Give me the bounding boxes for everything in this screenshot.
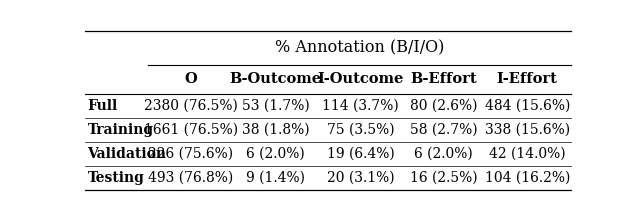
Text: B-Effort: B-Effort	[410, 72, 477, 87]
Text: 104 (16.2%): 104 (16.2%)	[484, 171, 570, 185]
Text: 19 (6.4%): 19 (6.4%)	[327, 147, 395, 161]
Text: Full: Full	[88, 99, 118, 113]
Text: 6 (2.0%): 6 (2.0%)	[414, 147, 473, 161]
Text: O: O	[184, 72, 197, 87]
Text: % Annotation (B/I/O): % Annotation (B/I/O)	[275, 40, 444, 57]
Text: 2380 (76.5%): 2380 (76.5%)	[144, 99, 237, 113]
Text: 20 (3.1%): 20 (3.1%)	[327, 171, 395, 185]
Text: 42 (14.0%): 42 (14.0%)	[489, 147, 566, 161]
Text: 58 (2.7%): 58 (2.7%)	[410, 123, 477, 137]
Text: 38 (1.8%): 38 (1.8%)	[242, 123, 310, 137]
Text: 338 (15.6%): 338 (15.6%)	[484, 123, 570, 137]
Text: 53 (1.7%): 53 (1.7%)	[242, 99, 310, 113]
Text: 493 (76.8%): 493 (76.8%)	[148, 171, 234, 185]
Text: 114 (3.7%): 114 (3.7%)	[323, 99, 399, 113]
Text: 9 (1.4%): 9 (1.4%)	[246, 171, 305, 185]
Text: 6 (2.0%): 6 (2.0%)	[246, 147, 305, 161]
Text: B-Outcome: B-Outcome	[230, 72, 322, 87]
Text: 16 (2.5%): 16 (2.5%)	[410, 171, 477, 185]
Text: Training: Training	[88, 123, 154, 137]
Text: 1661 (76.5%): 1661 (76.5%)	[143, 123, 237, 137]
Text: Testing: Testing	[88, 171, 144, 185]
Text: 80 (2.6%): 80 (2.6%)	[410, 99, 477, 113]
Text: 226 (75.6%): 226 (75.6%)	[148, 147, 233, 161]
Text: 75 (3.5%): 75 (3.5%)	[327, 123, 395, 137]
Text: 484 (15.6%): 484 (15.6%)	[484, 99, 570, 113]
Text: I-Outcome: I-Outcome	[317, 72, 404, 87]
Text: Validation: Validation	[88, 147, 166, 161]
Text: I-Effort: I-Effort	[497, 72, 557, 87]
